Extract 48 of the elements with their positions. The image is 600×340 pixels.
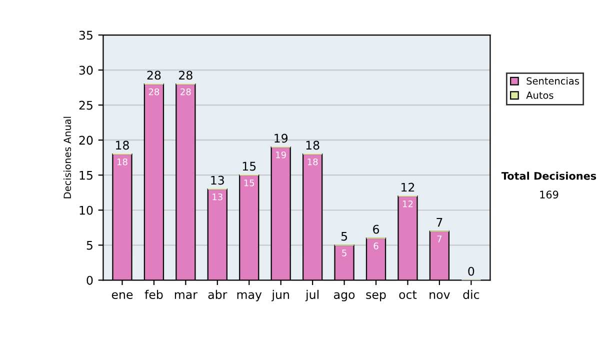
y-tick-label: 0 bbox=[86, 276, 93, 285]
data-label: 5 bbox=[342, 250, 346, 256]
data-label: 18 bbox=[117, 158, 128, 166]
data-label: 28 bbox=[148, 88, 160, 96]
x-tick-label: abr bbox=[208, 290, 228, 300]
y-tick-label: 35 bbox=[79, 30, 92, 40]
total-label: 19 bbox=[274, 134, 288, 143]
y-tick-label: 25 bbox=[79, 100, 92, 110]
x-tick-label: sep bbox=[366, 292, 386, 302]
total-label: 18 bbox=[116, 140, 129, 150]
x-tick-label: jul bbox=[305, 290, 318, 302]
data-label: 18 bbox=[308, 158, 318, 166]
data-label: 28 bbox=[180, 88, 191, 96]
total-label: 5 bbox=[341, 232, 348, 241]
total-label: 28 bbox=[147, 70, 161, 80]
legend-label: Autos bbox=[526, 92, 554, 99]
y-axis-title: Decisiones Anual bbox=[63, 116, 72, 198]
x-tick-label: ago bbox=[334, 292, 355, 302]
x-tick-label: may bbox=[237, 292, 262, 302]
total-label: 13 bbox=[211, 176, 224, 185]
total-label: 0 bbox=[468, 266, 474, 276]
data-label: 6 bbox=[374, 242, 378, 250]
text: Total Decisiones bbox=[501, 172, 596, 180]
data-label: 7 bbox=[437, 236, 442, 242]
total-label: 18 bbox=[306, 140, 320, 150]
y-tick-label: 5 bbox=[86, 241, 92, 250]
data-label: 12 bbox=[402, 200, 413, 208]
y-tick-label: 30 bbox=[79, 66, 93, 75]
x-tick-label: oct bbox=[399, 290, 417, 300]
total-label: 6 bbox=[373, 224, 380, 234]
total-label: 7 bbox=[436, 218, 442, 227]
total-label: 12 bbox=[402, 182, 414, 192]
x-tick-label: mar bbox=[174, 292, 198, 300]
x-tick-label: jun bbox=[272, 290, 289, 302]
data-label: 19 bbox=[276, 151, 286, 158]
y-tick-label: 10 bbox=[80, 206, 93, 215]
data-label: 13 bbox=[212, 193, 222, 200]
x-tick-label: nov bbox=[430, 292, 450, 300]
x-tick-label: ene bbox=[112, 292, 133, 300]
total-label: 28 bbox=[179, 70, 192, 80]
total-label: 15 bbox=[242, 162, 256, 171]
y-tick-label: 20 bbox=[79, 136, 93, 145]
data-label: 15 bbox=[244, 180, 254, 186]
y-tick-label: 15 bbox=[80, 170, 92, 180]
x-tick-label: dic bbox=[463, 290, 480, 300]
text: 169 bbox=[540, 190, 558, 199]
legend-label: Sentencias bbox=[526, 77, 579, 85]
x-tick-label: feb bbox=[144, 290, 163, 300]
